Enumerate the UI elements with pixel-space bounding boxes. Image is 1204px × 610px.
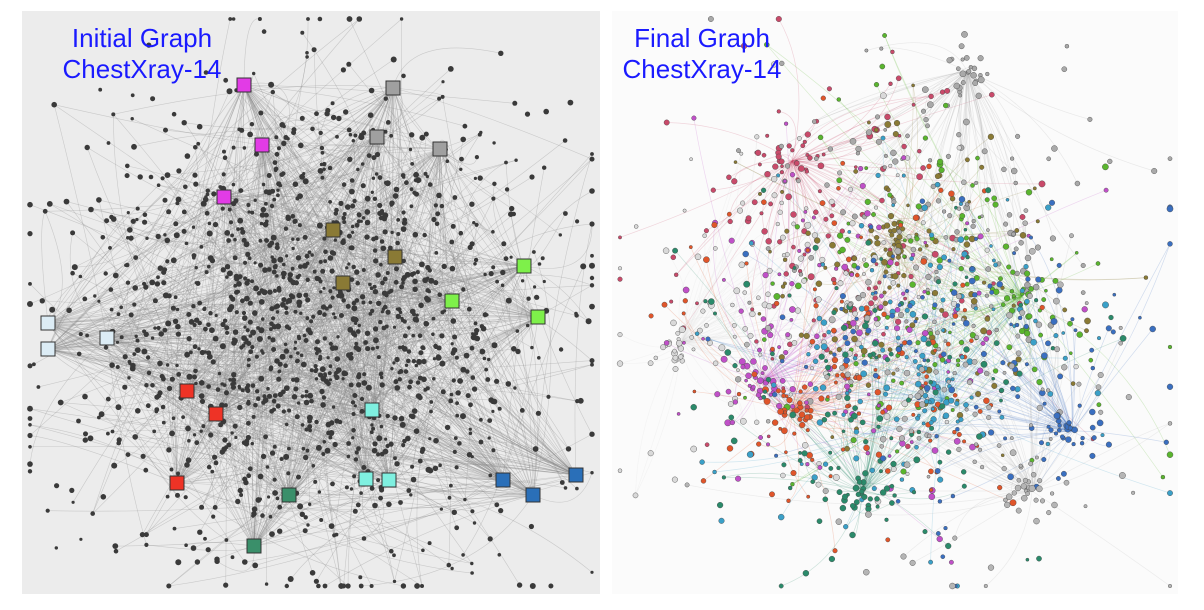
hub-node-square [236,77,252,93]
hub-node-square [281,487,297,503]
hub-node-square [254,137,270,153]
hub-node-square [516,258,532,274]
final-graph-panel: Final Graph ChestXray-14 [612,11,1178,594]
hub-node-square [358,471,374,487]
node-layer [616,15,1174,590]
hub-node-square [385,80,401,96]
hub-node-square [169,475,185,491]
hub-node-square [364,402,380,418]
final-graph-title: Final Graph ChestXray-14 [612,23,792,85]
hub-node-square [381,472,397,488]
hub-node-square [246,538,262,554]
hub-node-square [325,222,341,238]
hub-node-square [369,129,385,145]
hub-node-square [525,487,541,503]
node-layer [27,16,595,589]
initial-graph-panel: Initial Graph ChestXray-14 [22,11,600,594]
initial-graph-network [27,16,595,589]
hub-node-square [495,472,511,488]
initial-graph-title: Initial Graph ChestXray-14 [42,23,242,85]
final-graph-title-line1: Final Graph [634,23,770,53]
hub-node-square [444,293,460,309]
hub-node-square [179,383,195,399]
hub-node-square [530,309,546,325]
initial-graph-title-line2: ChestXray-14 [62,54,222,84]
hub-node-square [40,315,56,331]
final-graph-title-line2: ChestXray-14 [622,54,782,84]
initial-graph-title-line1: Initial Graph [71,23,213,53]
hub-node-square [335,275,351,291]
hub-node-square [216,189,232,205]
hub-node-square [568,467,584,483]
hub-node-square [99,330,115,346]
hub-node-square [208,406,224,422]
final-graph-network [616,15,1174,590]
hub-node-square [387,249,403,265]
hub-node-square [40,341,56,357]
hub-node-square [432,141,448,157]
